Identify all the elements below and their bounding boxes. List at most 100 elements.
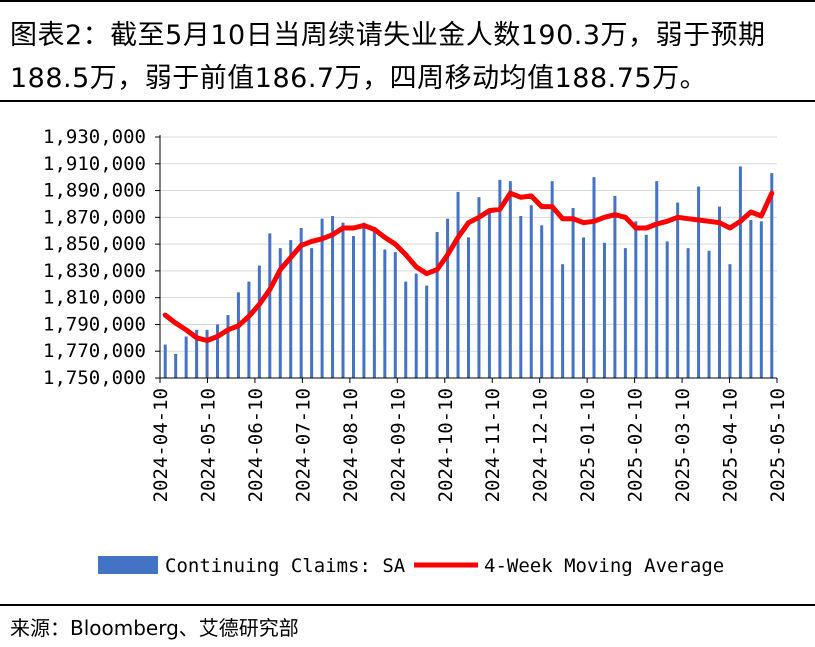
x-tick-label: 2024-09-10 [387,388,409,502]
bar [163,344,167,378]
bar [456,191,460,378]
x-tick-label: 2025-04-10 [720,388,742,502]
bar [634,221,638,378]
bar [582,237,586,378]
bar [226,315,230,378]
y-tick-label: 1,750,000 [43,367,146,389]
bar [749,220,753,378]
bar [435,232,439,378]
bar [728,264,732,378]
bar [738,166,742,378]
axes [155,135,778,383]
bar [184,336,188,378]
chart-area: 1,750,000 1,770,000 1,790,000 1,810,000 1,83… [0,110,815,600]
bar [655,181,659,378]
y-tick-label: 1,810,000 [43,287,146,309]
bar [592,177,596,378]
bar [310,248,314,378]
bar [697,186,701,378]
bar [383,249,387,378]
x-tick-label: 2024-10-10 [435,388,457,502]
bar [362,222,366,378]
bar [770,173,774,378]
bar [665,241,669,378]
x-tick-label: 2024-12-10 [530,388,552,502]
bar [320,218,324,378]
legend: Continuing Claims: SA 4-Week Moving Aver… [98,555,724,577]
y-tick-label: 1,910,000 [43,153,146,175]
bar [257,265,261,378]
y-tick-label: 1,830,000 [43,260,146,282]
x-tick-label: 2025-02-10 [625,388,647,502]
source-note: 来源：Bloomberg、艾德研究部 [10,616,299,640]
bar [613,195,617,378]
bar [561,264,565,378]
title-bottom-rule [0,100,815,102]
bar [414,273,418,378]
bar [299,228,303,378]
legend-bar-swatch [98,556,158,574]
bar [404,281,408,378]
y-tick-label: 1,930,000 [43,126,146,148]
bar [247,281,251,378]
y-tick-label: 1,890,000 [43,180,146,202]
bar [602,242,606,378]
y-tick-label: 1,870,000 [43,206,146,228]
x-tick-label: 2024-04-10 [150,388,172,502]
bar [236,292,240,378]
bar [487,209,491,378]
bar [676,202,680,378]
bar [195,329,199,378]
legend-bar-label: Continuing Claims: SA [165,555,406,577]
bar [268,233,272,378]
source-rule [0,604,815,606]
bar [341,222,345,378]
x-tick-labels: 2024-04-10 2024-05-10 2024-06-10 2024-07-10… [150,388,789,502]
x-tick-label: 2024-08-10 [340,388,362,502]
x-tick-label: 2024-11-10 [482,388,504,502]
line-series [162,190,775,343]
bar [477,197,481,378]
figure-title: 图表2：截至5月10日当周续请失业金人数190.3万，弱于预期188.5万，弱于… [10,20,766,94]
bar [519,215,523,378]
x-tick-label: 2025-03-10 [672,388,694,502]
claims-chart: 1,750,000 1,770,000 1,790,000 1,810,000 1,83… [43,126,789,577]
bar [686,248,690,378]
bar [425,285,429,378]
bar [623,248,627,378]
bar [467,237,470,378]
y-tick-labels: 1,750,000 1,770,000 1,790,000 1,810,000 1,83… [43,126,146,389]
title-top-rule [0,0,815,2]
bar [508,181,512,378]
bar [278,248,282,378]
y-tick-label: 1,770,000 [43,340,146,362]
bar-series [163,166,774,378]
bar [707,250,711,378]
x-tick-label: 2024-06-10 [245,388,267,502]
bar [216,324,220,378]
legend-line-label: 4-Week Moving Average [484,555,724,577]
moving-average-line [162,190,775,343]
bar [571,207,575,378]
x-tick-label: 2025-01-10 [577,388,599,502]
y-tick-label: 1,850,000 [43,233,146,255]
bar [446,218,450,378]
bar [174,353,178,378]
bar [540,225,544,378]
bar [372,229,376,378]
x-tick-label: 2024-07-10 [292,388,314,502]
bar [717,206,721,378]
bar [644,234,648,378]
bar [351,236,355,378]
x-tick-label: 2024-05-10 [197,388,219,502]
x-tick-label: 2025-05-10 [767,388,789,502]
bar [205,329,209,378]
bar [498,179,502,378]
bar [759,221,763,378]
bar [331,215,335,378]
y-tick-label: 1,790,000 [43,313,146,335]
bar [550,181,554,378]
bar [393,252,397,378]
bar [289,240,293,378]
bar [529,205,533,378]
